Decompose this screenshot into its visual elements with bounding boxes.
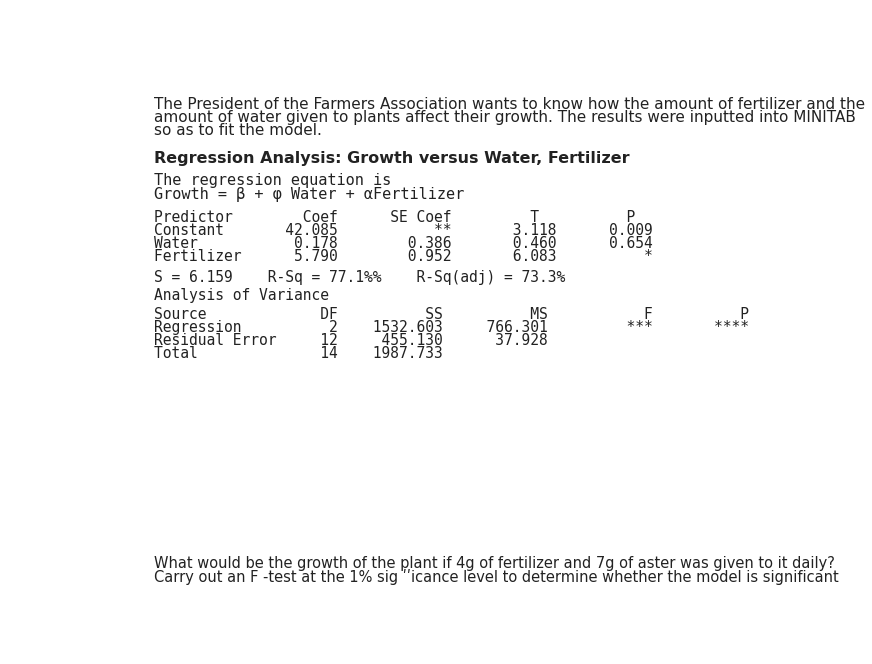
Text: Constant       42.085           **       3.118      0.009: Constant 42.085 ** 3.118 0.009 [154, 223, 653, 238]
Text: Regression          2    1532.603     766.301         ***       ****: Regression 2 1532.603 766.301 *** **** [154, 320, 749, 335]
Text: The President of the Farmers Association wants to know how the amount of fertili: The President of the Farmers Association… [154, 97, 865, 112]
Text: What would be the growth of the plant if 4g of fertilizer and 7g of aster was gi: What would be the growth of the plant if… [154, 556, 835, 570]
Text: Fertilizer      5.790        0.952       6.083          *: Fertilizer 5.790 0.952 6.083 * [154, 249, 653, 264]
Text: Carry out an F -test at the 1% sig ʹʹicance level to determine whether the model: Carry out an F -test at the 1% sig ʹʹica… [154, 570, 839, 586]
Text: amount of water given to plants affect their growth. The results were inputted i: amount of water given to plants affect t… [154, 110, 855, 125]
Text: Analysis of Variance: Analysis of Variance [154, 288, 329, 303]
Text: Total              14    1987.733: Total 14 1987.733 [154, 346, 443, 361]
Text: so as to fit the model.: so as to fit the model. [154, 123, 322, 138]
Text: S = 6.159    R-Sq = 77.1%%    R-Sq(adj) = 73.3%: S = 6.159 R-Sq = 77.1%% R-Sq(adj) = 73.3… [154, 270, 565, 285]
Text: The regression equation is: The regression equation is [154, 173, 392, 188]
Text: Predictor        Coef      SE Coef         T          P: Predictor Coef SE Coef T P [154, 210, 635, 225]
Text: Regression Analysis: Growth versus Water, Fertilizer: Regression Analysis: Growth versus Water… [154, 151, 630, 166]
Text: Growth = β + φ Water + αFertilizer: Growth = β + φ Water + αFertilizer [154, 187, 464, 202]
Text: Source             DF          SS          MS           F          P: Source DF SS MS F P [154, 307, 749, 322]
Text: Residual Error     12     455.130      37.928: Residual Error 12 455.130 37.928 [154, 333, 548, 348]
Text: Water           0.178        0.386       0.460      0.654: Water 0.178 0.386 0.460 0.654 [154, 236, 653, 251]
